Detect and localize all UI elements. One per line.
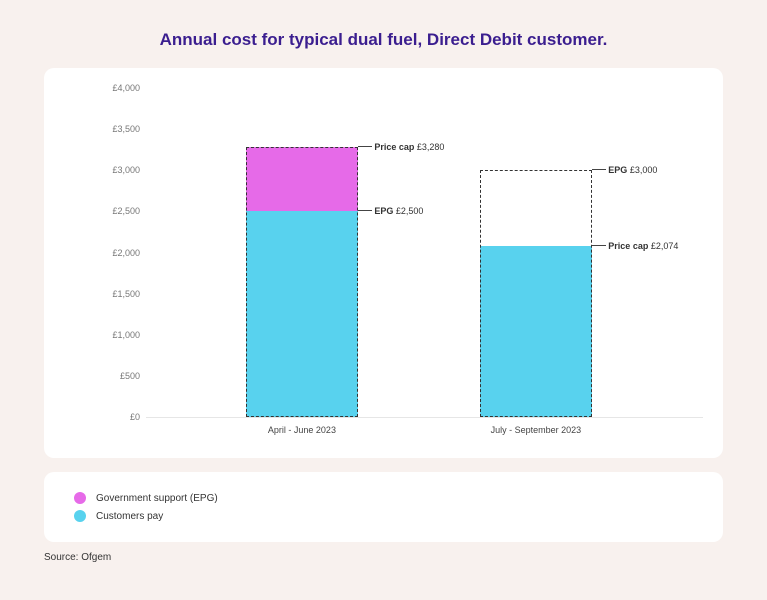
callout-leader — [358, 210, 372, 211]
callout-label: Price cap £2,074 — [608, 241, 678, 251]
callout-leader — [592, 245, 606, 246]
legend-card: Government support (EPG) Customers pay — [44, 472, 723, 542]
y-tick-label: £3,500 — [98, 124, 140, 134]
y-tick-label: £3,000 — [98, 165, 140, 175]
y-tick-label: £1,000 — [98, 330, 140, 340]
chart-card: £0 £500 £1,000 £1,500 £2,000 £2,500 £3,000 £3,5… — [44, 68, 723, 458]
dashed-outline — [246, 147, 357, 417]
dashed-outline — [480, 170, 591, 417]
y-tick-label: £0 — [98, 412, 140, 422]
x-axis-label: July - September 2023 — [436, 425, 636, 435]
source-text: Source: Ofgem — [44, 552, 723, 563]
callout-label: EPG £3,000 — [608, 165, 657, 175]
legend: Government support (EPG) Customers pay — [74, 492, 693, 522]
x-axis-label: April - June 2023 — [202, 425, 402, 435]
callout-leader — [358, 146, 372, 147]
legend-item: Government support (EPG) — [74, 492, 693, 504]
callout-leader — [592, 169, 606, 170]
plot-area: £0£500£1,000£1,500£2,000£2,500£3,000£3,5… — [146, 88, 703, 418]
legend-label: Customers pay — [96, 511, 163, 522]
chart-title: Annual cost for typical dual fuel, Direc… — [0, 0, 767, 68]
y-tick-label: £1,500 — [98, 289, 140, 299]
y-tick-label: £4,000 — [98, 83, 140, 93]
chart-area: £0£500£1,000£1,500£2,000£2,500£3,000£3,5… — [104, 88, 703, 418]
callout-label: EPG £2,500 — [374, 206, 423, 216]
y-tick-label: £2,500 — [98, 206, 140, 216]
legend-swatch — [74, 492, 86, 504]
y-tick-label: £500 — [98, 371, 140, 381]
callout-label: Price cap £3,280 — [374, 142, 444, 152]
bar-group: April - June 2023 — [246, 88, 357, 417]
legend-item: Customers pay — [74, 510, 693, 522]
y-tick-label: £2,000 — [98, 248, 140, 258]
legend-label: Government support (EPG) — [96, 493, 218, 504]
bar-group: July - September 2023 — [480, 88, 591, 417]
legend-swatch — [74, 510, 86, 522]
